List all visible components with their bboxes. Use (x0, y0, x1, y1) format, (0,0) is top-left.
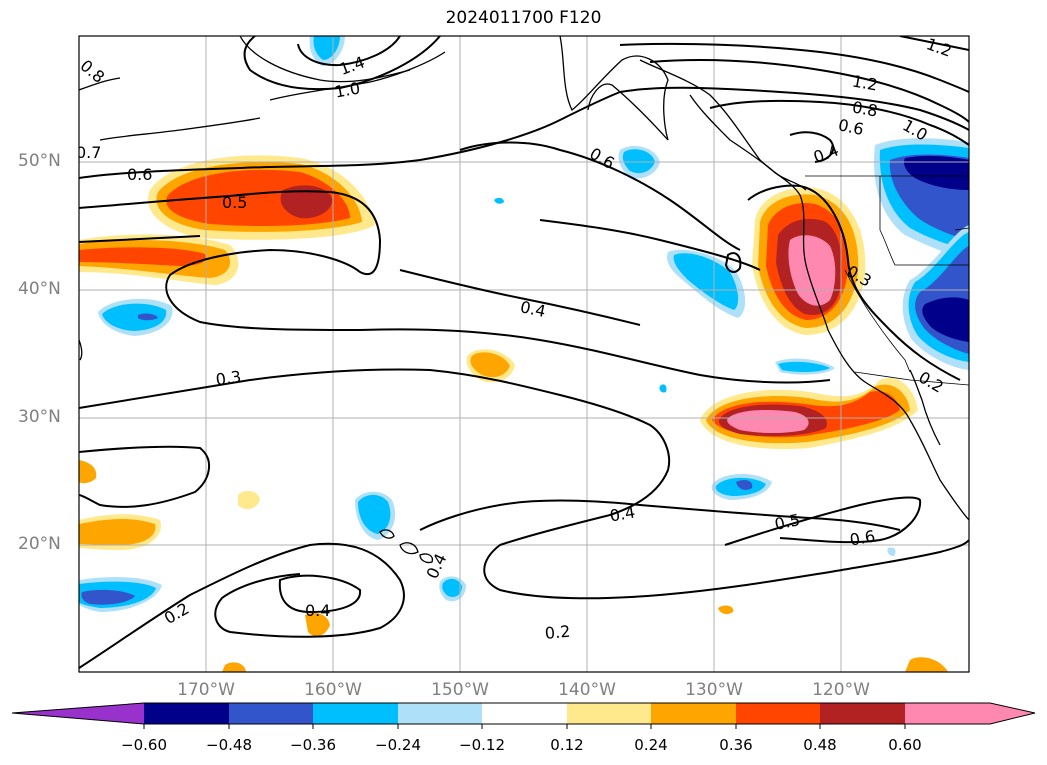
colorbar-segment (567, 703, 651, 724)
colorbar-segment (482, 703, 567, 724)
longitude-label: 170°W (177, 680, 235, 700)
positive-anomaly-fills (79, 155, 948, 672)
graticule (79, 36, 969, 672)
contour-label: 0.3 (215, 367, 243, 389)
contour-label: 0.2 (915, 367, 947, 396)
contour-label: 0.4 (305, 601, 330, 620)
colorbar-segment (905, 703, 1035, 724)
contour-labels: 0.8 0.7 0.6 0.5 0.6 0.4 0.3 1.2 1.2 0.8 … (76, 34, 954, 643)
colorbar-tick-label: −0.24 (375, 736, 421, 754)
contour-label: 0.2 (161, 599, 193, 628)
contour-label: 0.4 (811, 140, 841, 167)
latitude-label: 20°N (18, 534, 61, 554)
map-border (78, 35, 970, 673)
longitude-label: 160°W (304, 680, 362, 700)
longitude-label: 120°W (812, 680, 870, 700)
colorbar-segment (820, 703, 905, 724)
colorbar-tick-label: −0.60 (121, 736, 167, 754)
contour-label: 0.5 (222, 193, 247, 212)
contour-label: 0.6 (837, 115, 866, 139)
latitude-label: 30°N (18, 407, 61, 427)
negative-anomaly-fills (79, 36, 969, 612)
colorbar-segment (229, 703, 313, 724)
colorbar (11, 702, 1036, 729)
contour-label: 1.2 (851, 71, 879, 94)
colorbar-segment (12, 703, 144, 724)
contour-label: 0.2 (544, 622, 571, 643)
latitude-label: 50°N (18, 151, 61, 171)
contour-label: 1.2 (924, 34, 954, 61)
colorbar-tick-label: 0.48 (803, 736, 837, 754)
colorbar-tick-label: −0.48 (206, 736, 252, 754)
political-borders (805, 175, 969, 386)
contour-label: 0.5 (773, 510, 802, 534)
map-title: 2024011700 F120 (445, 8, 602, 28)
longitude-label: 150°W (431, 680, 489, 700)
contour-label: 0.6 (127, 165, 152, 184)
longitude-label: 140°W (558, 680, 616, 700)
colorbar-segment (144, 703, 229, 724)
colorbar-segment (736, 703, 820, 724)
contour-label: 1.0 (333, 78, 361, 101)
colorbar-segment (398, 703, 482, 724)
colorbar-tick-label: −0.36 (290, 736, 336, 754)
contour-label: 0.8 (851, 97, 879, 120)
contour-label: 0.7 (76, 143, 101, 162)
contour-label: 0.4 (423, 551, 451, 582)
contour-label: 0.6 (848, 526, 876, 549)
colorbar-segment (313, 703, 398, 724)
contour-lines (79, 36, 969, 669)
colorbar-tick-label: 0.12 (550, 736, 584, 754)
contour-label: 0.4 (519, 297, 548, 321)
colorbar-tick-label: 0.60 (888, 736, 922, 754)
contour-label: 1.4 (337, 52, 367, 79)
colorbar-tick-label: 0.24 (634, 736, 668, 754)
colorbar-tick-label: 0.36 (719, 736, 753, 754)
coastlines (79, 36, 969, 564)
colorbar-segment (651, 703, 736, 724)
latitude-label: 40°N (18, 279, 61, 299)
contour-label: 0.4 (608, 502, 636, 525)
colorbar-tick-label: −0.12 (459, 736, 505, 754)
longitude-label: 130°W (685, 680, 743, 700)
